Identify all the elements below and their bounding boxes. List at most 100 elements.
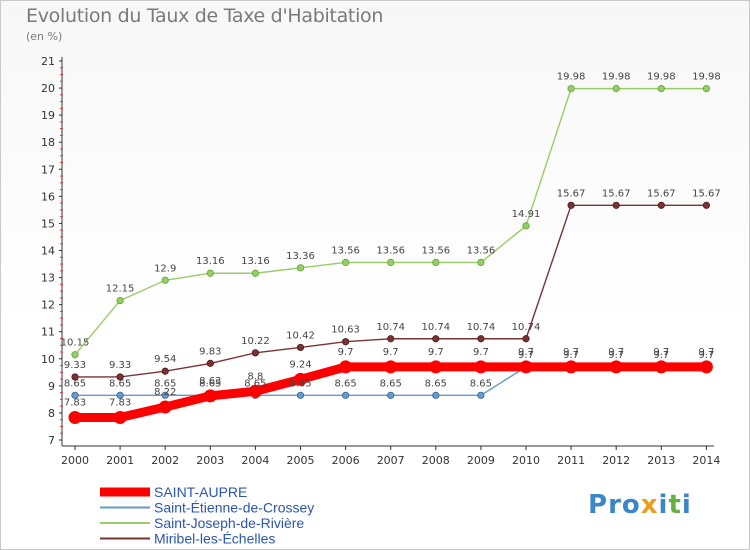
data-point [341,258,350,267]
data-label: 9.7 [518,347,534,358]
data-point [341,338,350,346]
data-label: 19.98 [557,72,586,83]
legend-label: SAINT-AUPRE [154,484,247,500]
data-label: 8.65 [425,378,447,389]
data-label: 10.74 [467,322,496,333]
data-label: 8.65 [64,378,86,389]
data-label: 13.56 [376,245,405,256]
data-point [654,360,668,374]
y-tick-label: 17 [41,163,55,176]
x-tick-label: 2001 [106,454,134,467]
data-point [657,201,665,209]
data-point [477,335,485,343]
proxiti-logo: Proxiti [588,490,692,520]
data-point [432,391,440,399]
data-point [341,391,350,399]
logo-letter: i [681,490,692,520]
data-label: 13.56 [421,245,450,256]
data-label: 9.7 [473,347,489,358]
data-point [567,201,575,209]
data-label: 8.65 [470,378,492,389]
data-point [116,391,124,399]
data-label: 8.63 [199,376,221,387]
data-label: 9.7 [608,347,624,358]
data-point [248,384,262,398]
data-point [206,269,214,277]
data-label: 13.36 [286,251,315,262]
y-tick-label: 14 [41,245,55,258]
logo-letter: x [640,490,659,520]
data-point [206,359,214,367]
data-point [474,360,488,374]
data-label: 9.7 [653,347,669,358]
y-tick-label: 9 [48,380,55,393]
data-label: 10.22 [241,336,270,347]
data-label: 9.54 [154,354,176,365]
legend-label: Saint-Étienne-de-Crossey [154,500,314,516]
logo-letter: o [621,490,641,520]
data-point [203,389,217,403]
data-point [477,258,485,267]
y-tick-label: 19 [41,109,55,122]
data-label: 10.42 [286,330,315,341]
x-tick-label: 2010 [512,454,540,467]
data-point [657,85,665,93]
data-point [71,351,79,359]
data-point [564,360,578,374]
data-label: 13.16 [196,256,225,267]
data-label: 8.65 [154,378,176,389]
data-point [71,391,79,399]
data-point [339,360,353,374]
x-tick-label: 2008 [422,454,450,467]
y-tick-label: 18 [41,136,55,149]
data-point [612,85,620,93]
y-tick-label: 12 [41,299,55,312]
data-point [429,360,443,374]
x-tick-label: 2000 [61,454,89,467]
x-tick-label: 2004 [241,454,269,467]
data-point [702,201,711,209]
data-label: 9.24 [289,359,311,370]
data-point [387,391,395,399]
y-tick-label: 21 [41,55,55,68]
data-label: 13.56 [331,245,360,256]
x-tick-label: 2009 [467,454,495,467]
logo-letter: t [668,490,682,520]
data-label: 8.8 [247,371,263,382]
legend-label: Miribel-les-Échelles [154,531,275,547]
data-label: 12.9 [154,263,176,274]
data-point [296,264,305,272]
axes: 7 8 9 10 11 12 13 14 15 16 17 18 19 20 21 2000 2001 2002 2… [41,55,720,467]
data-point [113,411,127,425]
data-point [68,411,82,425]
data-label: 9.7 [608,350,624,361]
data-label: 9.7 [338,347,354,358]
data-label: 9.7 [563,347,579,358]
x-tick-label: 2006 [332,454,360,467]
data-label: 9.7 [383,347,399,358]
data-point [612,201,620,209]
series-line-2 [74,87,707,356]
data-point [609,360,623,374]
data-point [251,349,259,357]
x-tick-label: 2012 [602,454,630,467]
data-point [702,85,711,93]
data-label: 13.16 [241,256,270,267]
data-label: 9.33 [109,360,131,371]
data-label: 8.65 [334,378,356,389]
x-tick-label: 2003 [196,454,224,467]
series-lines [68,85,713,425]
data-label: 15.67 [692,188,721,199]
data-label: 9.83 [199,346,221,357]
x-tick-label: 2007 [377,454,405,467]
data-point [116,373,124,381]
data-label: 8.65 [380,378,402,389]
data-point [161,391,169,399]
data-point [477,391,485,399]
data-point [161,276,169,284]
y-tick-label: 20 [41,82,55,95]
data-label: 14.91 [512,209,541,220]
data-label: 10.63 [331,325,360,336]
y-tick-label: 16 [41,190,55,203]
